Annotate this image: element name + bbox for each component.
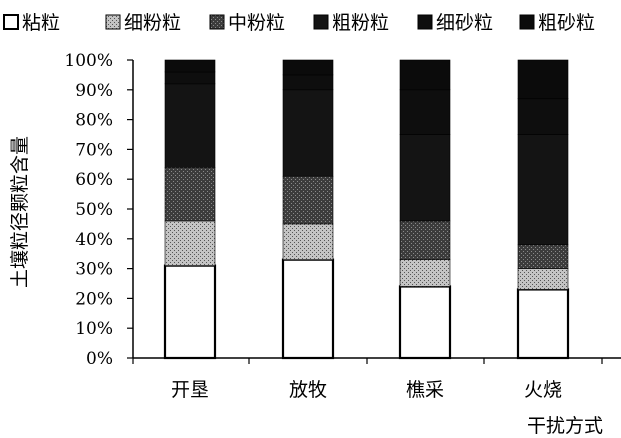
bar-segment-4-4 [517, 134, 569, 246]
bar-segment-3-1 [398, 285, 452, 360]
y-tick-label: 10% [75, 319, 113, 339]
y-tick-label: 70% [75, 140, 113, 160]
bar-segment-1-2 [164, 220, 216, 266]
bar-segment-1-3 [164, 166, 216, 222]
y-axis-label: 土壤粒径颗粒含量 [9, 136, 31, 288]
y-tick-label: 50% [75, 200, 113, 220]
y-tick-label: 60% [75, 170, 113, 190]
legend-swatch [519, 14, 535, 30]
bar-segment-3-4 [399, 134, 451, 222]
y-tick-label: 80% [75, 111, 113, 131]
bar-segment-4-3 [517, 244, 569, 269]
legend-label: 粗砂粒 [538, 12, 595, 34]
legend-swatch [417, 14, 433, 30]
bar-segment-1-5 [164, 71, 216, 85]
bar-segment-1-6 [164, 59, 216, 73]
bar-segment-2-4 [282, 89, 334, 177]
legend-label: 粘粒 [22, 12, 60, 34]
y-tick-label: 40% [75, 230, 113, 250]
bar-segment-2-6 [282, 59, 334, 76]
legend-swatch [3, 14, 19, 30]
bar-segment-2-5 [282, 74, 334, 91]
x-tick-label: 樵采 [406, 379, 444, 401]
bar-segment-3-2 [399, 259, 451, 287]
bar-segment-2-1 [281, 258, 335, 360]
bar-segment-4-6 [517, 59, 569, 100]
x-tick-label: 火烧 [524, 379, 562, 401]
axes: 0% 10% 20% 30% 40% 50% 60% 70% 80% 90% 100% [64, 51, 621, 369]
bars: 开垦 放牧 樵采 火烧 [163, 59, 570, 401]
x-tick-label: 开垦 [171, 379, 209, 401]
bar-segment-2-2 [282, 223, 334, 260]
legend: 粘粒 细粉粒 中粉粒 粗粉粒 细砂粒 粗砂粒 [3, 12, 595, 34]
legend-label: 粗粉粒 [332, 12, 389, 34]
x-tick-label: 放牧 [289, 379, 327, 401]
bar-segment-1-4 [164, 83, 216, 168]
bar-segment-4-2 [517, 268, 569, 290]
legend-swatch [105, 14, 121, 30]
y-tick-label: 30% [75, 260, 113, 280]
bar-segment-4-1 [516, 288, 570, 360]
legend-swatch [209, 14, 225, 30]
bar-segment-2-3 [282, 175, 334, 225]
legend-label: 细砂粒 [436, 12, 493, 34]
bar-segment-3-6 [399, 59, 451, 91]
y-tick-label: 90% [75, 81, 113, 101]
bar-segment-3-3 [399, 220, 451, 260]
bar-segment-3-5 [399, 89, 451, 135]
x-axis-label: 干扰方式 [527, 415, 603, 437]
legend-label: 细粉粒 [124, 12, 181, 34]
y-tick-label: 100% [64, 51, 113, 71]
y-tick-label: 20% [75, 289, 113, 309]
y-tick-label: 0% [86, 349, 113, 369]
bar-segment-1-1 [163, 264, 217, 360]
bar-segment-4-5 [517, 98, 569, 135]
legend-label: 中粉粒 [228, 12, 285, 34]
legend-swatch [313, 14, 329, 30]
